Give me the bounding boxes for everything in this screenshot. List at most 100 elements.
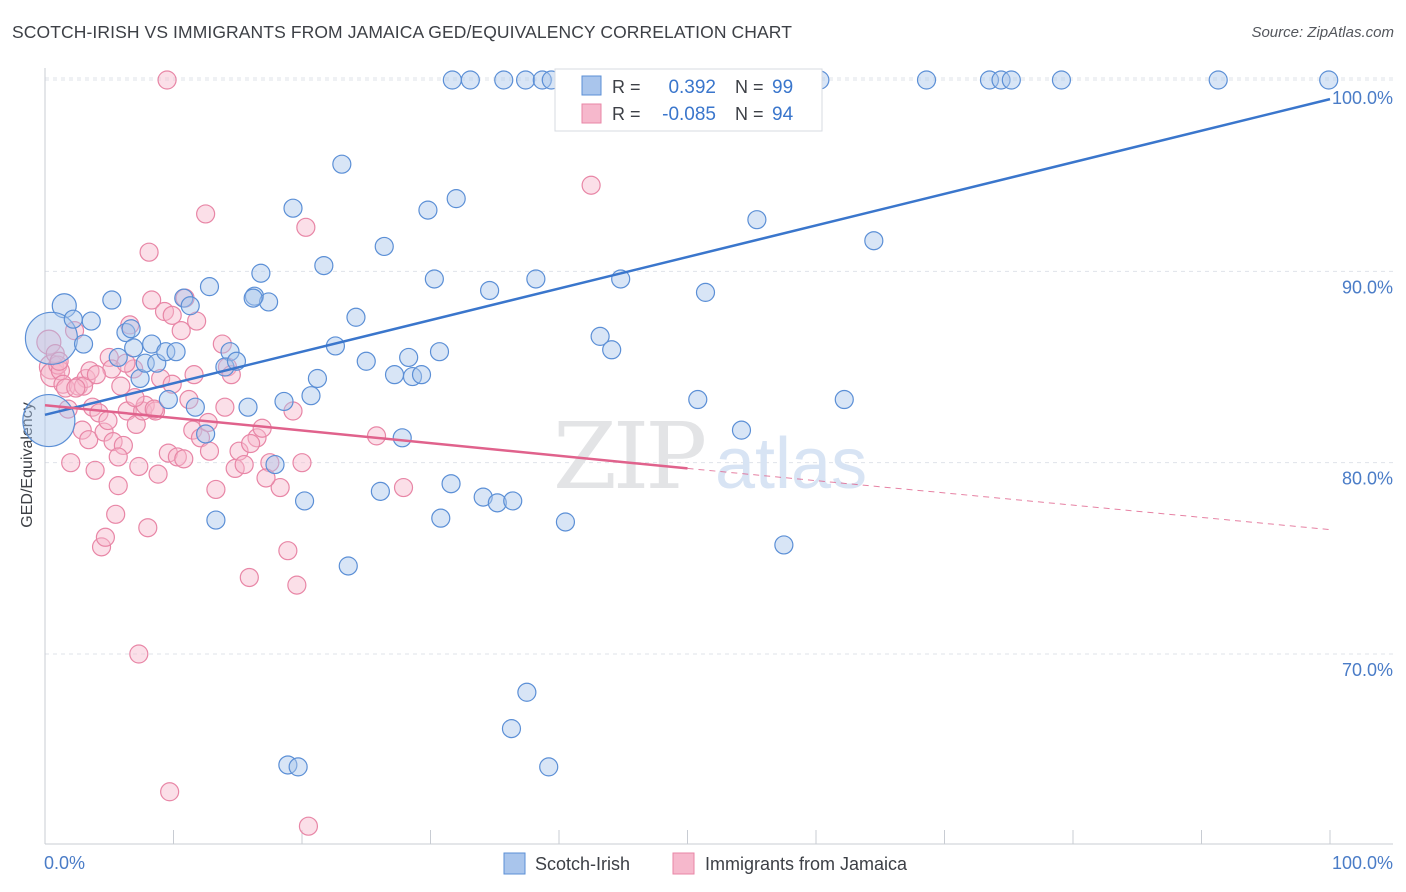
scotch-irish-point-64: [526, 269, 546, 289]
jamaica-trend-line: [44, 404, 688, 470]
scotch-irish-point-54: [441, 474, 461, 494]
scotch-irish-point-18: [174, 288, 194, 308]
scotch-irish-point-19: [180, 296, 200, 316]
scotch-irish-point-79: [731, 420, 752, 440]
jamaica-point-14: [79, 430, 99, 450]
scotch-irish-point-2: [22, 393, 76, 448]
jamaica-point-52: [199, 441, 220, 461]
legend: Scotch-Irish Immigrants from Jamaica: [503, 852, 908, 875]
scotch-irish-point-31: [274, 391, 294, 412]
legend-label-scotch-irish: Scotch-Irish: [535, 854, 630, 874]
scotch-irish-point-50: [418, 200, 438, 220]
jamaica-point-66: [287, 575, 307, 595]
scotch-irish-point-35: [301, 386, 321, 406]
scotch-irish-point-36: [307, 368, 328, 389]
scotch-irish-point-9: [108, 347, 128, 368]
jamaica-point-72: [366, 426, 387, 446]
scotch-irish-point-29: [251, 263, 271, 283]
scotch-irish-point-20: [185, 397, 205, 417]
scotch-irish-point-1: [24, 311, 79, 365]
jamaica-point-19: [91, 537, 112, 557]
scotch-irish-point-71: [602, 340, 622, 360]
scotch-irish-point-90: [1051, 70, 1072, 90]
jamaica-point-83: [116, 353, 136, 373]
jamaica-point-53: [206, 479, 226, 500]
jamaica-point-25: [108, 476, 128, 496]
jamaica-point-91: [234, 454, 254, 475]
scotch-irish-point-82: [774, 535, 794, 555]
jamaica-point-24: [106, 504, 126, 524]
scotch-irish-point-4: [73, 334, 94, 354]
watermark-atlas: atlas: [715, 424, 867, 504]
x-axis-ticks: [173, 830, 1331, 844]
jamaica-point-71: [298, 816, 319, 836]
jamaica-point-23: [103, 432, 123, 452]
jamaica-point-36: [138, 518, 158, 538]
scotch-irish-point-37: [314, 255, 334, 276]
scotch-irish-point-61: [503, 491, 523, 511]
scotch-irish-point-87: [979, 70, 1000, 90]
scotch-irish-point-24: [220, 342, 240, 362]
scotch-irish-point-58: [480, 280, 500, 301]
scotch-irish-point-45: [384, 365, 405, 385]
stats-n-label-2: N =: [735, 104, 764, 124]
y-axis-title: GED/Equivalency: [19, 402, 36, 527]
stats-r-value-1: 0.392: [668, 77, 716, 98]
legend-swatch-jamaica: [672, 852, 695, 875]
scotch-irish-point-30: [258, 292, 279, 312]
scotch-irish-point-23: [206, 510, 226, 530]
jamaica-point-69: [129, 644, 149, 664]
scotch-irish-point-33: [265, 454, 285, 475]
scotch-irish-point-47: [399, 347, 419, 368]
jamaica-point-35: [139, 242, 159, 262]
scotch-irish-point-96: [288, 757, 308, 777]
jamaica-point-16: [85, 460, 105, 480]
scotch-irish-point-8: [121, 319, 141, 339]
jamaica-point-1: [38, 354, 65, 380]
jamaica-point-45: [171, 321, 191, 341]
scotch-irish-points: [22, 70, 1339, 777]
jamaica-point-93: [256, 468, 276, 488]
y-tick-labels: 70.0% 80.0% 90.0% 100.0%: [1332, 88, 1393, 680]
scotch-irish-point-70: [590, 326, 610, 346]
scotch-irish-point-80: [747, 210, 767, 230]
scotch-irish-point-21: [199, 277, 220, 297]
scotch-irish-point-91: [1208, 70, 1228, 90]
scotch-irish-point-22: [196, 424, 216, 444]
scotch-irish-point-3: [63, 309, 83, 329]
scotch-irish-point-51: [424, 269, 444, 289]
stats-r-label-2: R =: [612, 104, 641, 124]
scotch-irish-point-53: [431, 508, 451, 528]
scotch-irish-point-7: [116, 322, 136, 343]
scotch-irish-point-49: [411, 365, 432, 385]
jamaica-point-37: [142, 290, 162, 310]
scotch-irish-point-84: [834, 389, 854, 410]
scotch-irish-point-52: [429, 342, 450, 362]
scotch-irish-point-97: [243, 288, 263, 308]
jamaica-point-68: [296, 217, 316, 237]
jamaica-point-48: [183, 420, 203, 440]
chart-title: SCOTCH-IRISH VS IMMIGRANTS FROM JAMAICA …: [12, 22, 792, 42]
jamaica-point-47: [179, 389, 199, 410]
scotch-irish-point-40: [338, 556, 358, 576]
scotch-irish-trend-line: [44, 97, 1331, 417]
scotch-irish-point-15: [156, 342, 176, 362]
scotch-irish-point-55: [446, 189, 466, 209]
stats-n-label-1: N =: [735, 77, 764, 97]
legend-swatch-scotch-irish: [503, 852, 526, 875]
jamaica-point-30: [124, 359, 144, 379]
jamaica-point-0: [36, 329, 62, 355]
scotch-irish-point-16: [166, 342, 186, 362]
stats-box: R = 0.392 N = 99 R = -0.085 N = 94: [554, 68, 823, 132]
scotch-irish-point-60: [494, 70, 514, 90]
jamaica-point-9: [61, 453, 81, 473]
jamaica-point-73: [393, 477, 414, 498]
jamaica-point-51: [196, 204, 216, 224]
jamaica-point-32: [129, 456, 149, 477]
stats-n-value-2: 94: [772, 104, 794, 125]
jamaica-point-64: [278, 541, 298, 561]
y-tick-label-80: 80.0%: [1342, 469, 1393, 489]
scotch-irish-point-43: [370, 481, 390, 501]
scotch-irish-point-77: [695, 282, 716, 302]
jamaica-point-39: [148, 464, 168, 484]
